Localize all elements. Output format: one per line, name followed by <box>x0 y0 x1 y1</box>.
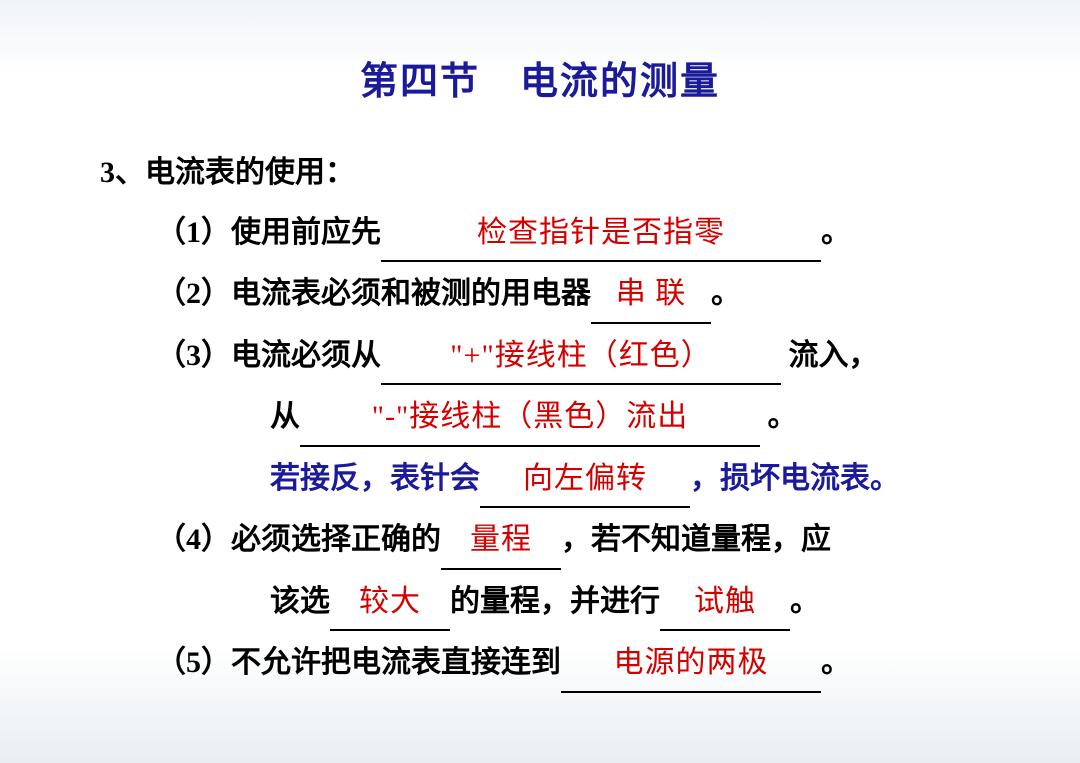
item-5-suffix: 。 <box>821 646 851 679</box>
answer-2: 串 联 <box>616 277 687 310</box>
item-1-suffix: 。 <box>821 216 851 249</box>
item-3b: 从 "-"接线柱（黑色）流出 。 <box>100 389 980 447</box>
answer-3c: 向左偏转 <box>523 462 647 495</box>
answer-3b: "-"接线柱（黑色）流出 <box>372 400 688 433</box>
answer-5: 电源的两极 <box>614 646 769 679</box>
blank-3b: "-"接线柱（黑色）流出 <box>300 389 760 447</box>
answer-4b: 较大 <box>359 585 421 618</box>
item-4: （4）必须选择正确的量程 ，若不知道量程，应 <box>100 512 980 570</box>
item-3-prefix: （3）电流必须从 <box>156 339 381 372</box>
item-3b-prefix: 从 <box>270 400 300 433</box>
item-2-suffix: 。 <box>711 277 741 310</box>
blank-3: "+"接线柱（红色） <box>381 328 781 386</box>
item-1-prefix: （1）使用前应先 <box>156 216 381 249</box>
answer-3: "+"接线柱（红色） <box>450 339 711 372</box>
blank-5: 电源的两极 <box>561 635 821 693</box>
slide-container: 第四节 电流的测量 3、电流表的使用： （1）使用前应先检查指针是否指零。 （2… <box>0 0 1080 747</box>
item-4-prefix: （4）必须选择正确的 <box>156 523 441 556</box>
content-area: 3、电流表的使用： （1）使用前应先检查指针是否指零。 （2）电流表必须和被测的… <box>100 145 980 693</box>
section-heading: 3、电流表的使用： <box>100 145 980 201</box>
answer-4: 量程 <box>470 523 532 556</box>
answer-1: 检查指针是否指零 <box>477 216 725 249</box>
item-3c: 若接反，表针会 向左偏转 ，损坏电流表。 <box>100 451 980 509</box>
item-5-prefix: （5）不允许把电流表直接连到 <box>156 646 561 679</box>
slide-title: 第四节 电流的测量 <box>100 50 980 105</box>
blank-4b: 较大 <box>330 574 450 632</box>
item-3-suffix: 流入， <box>781 339 879 372</box>
item-2: （2）电流表必须和被测的用电器串 联。 <box>100 266 980 324</box>
item-4-mid: ，若不知道量程，应 <box>561 523 831 556</box>
item-4b-mid: 的量程，并进行 <box>450 585 660 618</box>
item-3c-suffix: ，损坏电流表。 <box>690 462 900 495</box>
item-3: （3）电流必须从 "+"接线柱（红色） 流入， <box>100 328 980 386</box>
item-3b-suffix: 。 <box>760 400 798 433</box>
item-4b-suffix: 。 <box>790 585 820 618</box>
answer-4c: 试触 <box>694 585 756 618</box>
item-2-prefix: （2）电流表必须和被测的用电器 <box>156 277 591 310</box>
blank-4: 量程 <box>441 512 561 570</box>
blank-1: 检查指针是否指零 <box>381 205 821 263</box>
item-4b-prefix: 该选 <box>270 585 330 618</box>
item-3c-prefix: 若接反，表针会 <box>270 462 480 495</box>
blank-4c: 试触 <box>660 574 790 632</box>
blank-3c: 向左偏转 <box>480 451 690 509</box>
item-1: （1）使用前应先 检查指针是否指零 。 <box>100 205 980 263</box>
item-4b: 该选较大的量程，并进行 试触 。 <box>100 574 980 632</box>
blank-2: 串 联 <box>591 266 711 324</box>
item-5: （5）不允许把电流表直接连到 电源的两极 。 <box>100 635 980 693</box>
